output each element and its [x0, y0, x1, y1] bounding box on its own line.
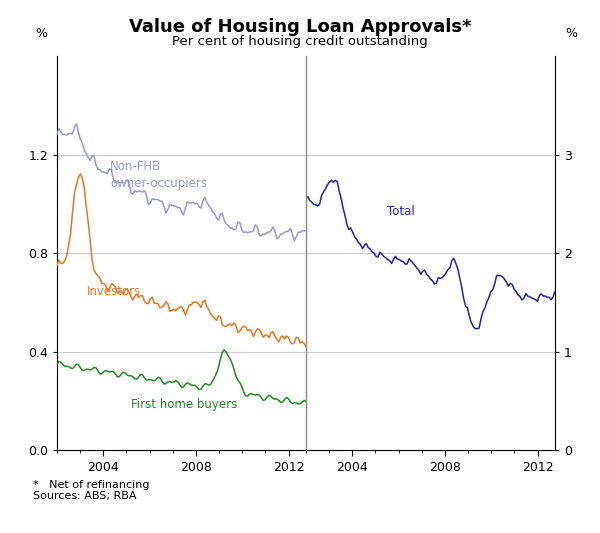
Text: %: %	[35, 27, 47, 40]
Text: Non-FHB
owner-occupiers: Non-FHB owner-occupiers	[110, 159, 207, 190]
Text: %: %	[565, 27, 577, 40]
Text: Value of Housing Loan Approvals*: Value of Housing Loan Approvals*	[129, 18, 471, 36]
Text: Total: Total	[387, 205, 415, 218]
Text: First home buyers: First home buyers	[131, 398, 238, 411]
Text: Investors: Investors	[87, 285, 142, 298]
Text: *   Net of refinancing
Sources: ABS; RBA: * Net of refinancing Sources: ABS; RBA	[33, 480, 149, 502]
Text: Per cent of housing credit outstanding: Per cent of housing credit outstanding	[172, 35, 428, 47]
